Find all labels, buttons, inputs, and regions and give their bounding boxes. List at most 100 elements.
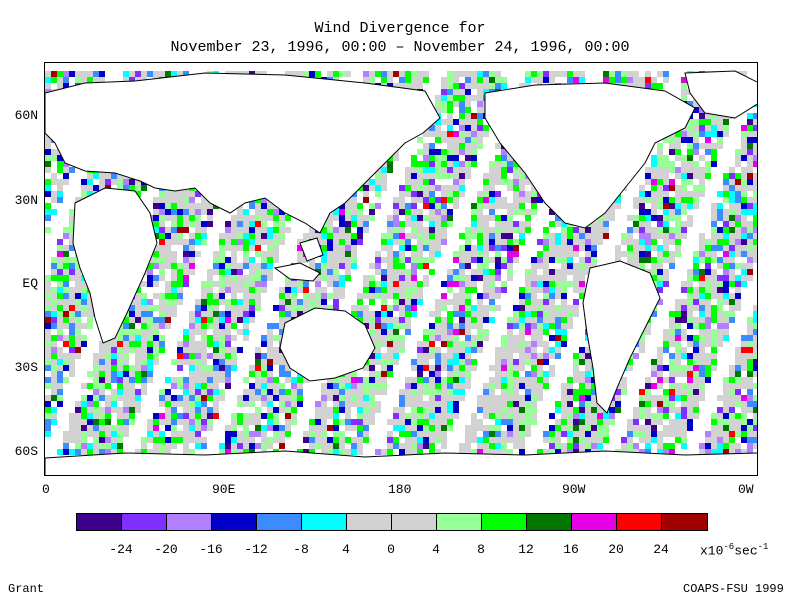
divergence-cell xyxy=(423,149,429,155)
divergence-cell xyxy=(351,419,357,425)
divergence-cell xyxy=(441,227,447,233)
divergence-cell xyxy=(687,377,693,383)
divergence-cell xyxy=(561,311,567,317)
divergence-cell xyxy=(381,365,387,371)
divergence-cell xyxy=(237,287,243,293)
divergence-cell xyxy=(519,323,525,329)
divergence-cell xyxy=(747,155,753,161)
divergence-cell xyxy=(681,329,687,335)
divergence-cell xyxy=(411,251,417,257)
divergence-cell xyxy=(591,227,597,233)
divergence-cell xyxy=(183,335,189,341)
divergence-cell xyxy=(207,395,213,401)
divergence-cell xyxy=(201,371,207,377)
divergence-cell xyxy=(501,395,507,401)
divergence-cell xyxy=(735,263,741,269)
divergence-cell xyxy=(501,389,507,395)
divergence-cell xyxy=(51,197,57,203)
divergence-cell xyxy=(639,215,645,221)
divergence-cell xyxy=(57,305,63,311)
divergence-cell xyxy=(579,395,585,401)
divergence-cell xyxy=(429,155,435,161)
divergence-cell xyxy=(501,239,507,245)
divergence-cell xyxy=(171,413,177,419)
divergence-cell xyxy=(201,227,207,233)
divergence-cell xyxy=(483,77,489,83)
divergence-cell xyxy=(723,221,729,227)
divergence-cell xyxy=(489,215,495,221)
divergence-cell xyxy=(513,239,519,245)
divergence-cell xyxy=(477,317,483,323)
divergence-cell xyxy=(69,305,75,311)
divergence-cell xyxy=(657,371,663,377)
divergence-cell xyxy=(111,173,117,179)
divergence-cell xyxy=(93,371,99,377)
divergence-cell xyxy=(525,221,531,227)
divergence-cell xyxy=(375,257,381,263)
divergence-cell xyxy=(411,161,417,167)
divergence-cell xyxy=(471,269,477,275)
divergence-cell xyxy=(405,257,411,263)
divergence-cell xyxy=(735,371,741,377)
divergence-cell xyxy=(381,359,387,365)
divergence-cell xyxy=(225,383,231,389)
divergence-cell xyxy=(183,257,189,263)
divergence-cell xyxy=(291,299,297,305)
divergence-cell xyxy=(663,197,669,203)
divergence-cell xyxy=(747,143,753,149)
divergence-cell xyxy=(477,347,483,353)
divergence-cell xyxy=(231,335,237,341)
divergence-cell xyxy=(549,275,555,281)
divergence-cell xyxy=(327,227,333,233)
divergence-cell xyxy=(135,287,141,293)
divergence-cell xyxy=(99,365,105,371)
divergence-cell xyxy=(471,317,477,323)
divergence-cell xyxy=(201,389,207,395)
divergence-cell xyxy=(165,395,171,401)
divergence-cell xyxy=(729,407,735,413)
divergence-cell xyxy=(501,407,507,413)
divergence-cell xyxy=(411,215,417,221)
divergence-cell xyxy=(675,347,681,353)
divergence-cell xyxy=(399,287,405,293)
divergence-cell xyxy=(753,137,757,143)
divergence-cell xyxy=(627,233,633,239)
divergence-cell xyxy=(105,173,111,179)
divergence-cell xyxy=(231,275,237,281)
divergence-cell xyxy=(735,161,741,167)
divergence-cell xyxy=(417,263,423,269)
divergence-cell xyxy=(681,179,687,185)
divergence-cell xyxy=(735,245,741,251)
divergence-cell xyxy=(681,77,687,83)
divergence-cell xyxy=(69,311,75,317)
divergence-cell xyxy=(75,305,81,311)
divergence-cell xyxy=(417,341,423,347)
divergence-cell xyxy=(285,371,291,377)
divergence-cell xyxy=(489,167,495,173)
divergence-cell xyxy=(243,413,249,419)
divergence-cell xyxy=(525,347,531,353)
divergence-cell xyxy=(753,179,757,185)
divergence-cell xyxy=(207,365,213,371)
divergence-cell xyxy=(471,77,477,83)
divergence-cell xyxy=(231,257,237,263)
divergence-cell xyxy=(249,383,255,389)
divergence-cell xyxy=(81,401,87,407)
divergence-cell xyxy=(537,377,543,383)
divergence-cell xyxy=(153,419,159,425)
divergence-cell xyxy=(447,95,453,101)
divergence-cell xyxy=(585,371,591,377)
divergence-cell xyxy=(267,407,273,413)
divergence-cell xyxy=(495,275,501,281)
divergence-cell xyxy=(63,359,69,365)
divergence-cell xyxy=(285,413,291,419)
divergence-cell xyxy=(735,305,741,311)
divergence-cell xyxy=(399,281,405,287)
divergence-cell xyxy=(639,341,645,347)
divergence-cell xyxy=(393,347,399,353)
divergence-cell xyxy=(663,179,669,185)
divergence-cell xyxy=(69,413,75,419)
divergence-cell xyxy=(609,215,615,221)
divergence-cell xyxy=(741,167,747,173)
divergence-cell xyxy=(561,407,567,413)
